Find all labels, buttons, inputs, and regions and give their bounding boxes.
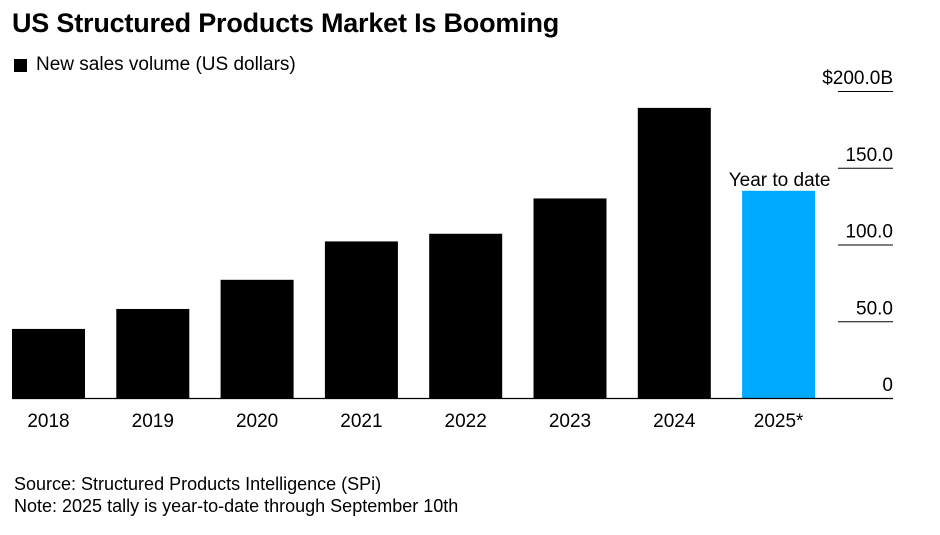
x-tick-label: 2025*	[754, 411, 804, 432]
source-note: Source: Structured Products Intelligence…	[14, 474, 382, 494]
x-tick-label: 2024	[653, 411, 696, 432]
x-tick-label: 2021	[340, 411, 382, 432]
bar	[116, 308, 190, 398]
bar-chart: 0 50.0 100.0 150.0 $200.0B 2018 2019 2020 2021 20…	[12, 68, 893, 432]
bar	[742, 190, 816, 398]
footnote: Note: 2025 tally is year-to-date through…	[14, 496, 459, 516]
x-tick-label: 2023	[549, 411, 591, 432]
y-tick-label: 0	[882, 375, 893, 396]
y-tick-label: 100.0	[845, 222, 893, 243]
y-tick-label: $200.0B	[822, 68, 893, 89]
bar	[324, 241, 398, 398]
bar	[533, 198, 607, 398]
legend: New sales volume (US dollars)	[14, 54, 296, 76]
x-tick-label: 2019	[132, 411, 174, 432]
x-tick-label: 2022	[445, 411, 487, 432]
bar	[637, 107, 711, 398]
legend-label: New sales volume (US dollars)	[36, 54, 296, 75]
x-tick-label: 2018	[27, 411, 69, 432]
bar	[12, 328, 85, 398]
annotation-label: Year to date	[729, 170, 831, 191]
x-tick-label: 2020	[236, 411, 278, 432]
chart-title: US Structured Products Market Is Booming	[12, 8, 560, 38]
legend-swatch	[14, 58, 27, 72]
y-tick-label: 50.0	[856, 298, 893, 319]
bar	[220, 279, 294, 398]
y-tick-label: 150.0	[845, 145, 893, 166]
bar	[429, 233, 503, 398]
